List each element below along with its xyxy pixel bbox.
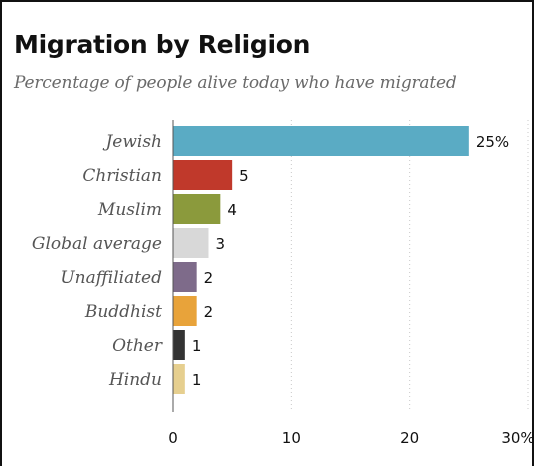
- x-tick-label: 20: [400, 429, 419, 447]
- category-label: Buddhist: [84, 302, 162, 322]
- category-label: Other: [112, 336, 163, 356]
- category-label: Jewish: [102, 132, 162, 152]
- category-label: Muslim: [97, 200, 162, 220]
- bar-jewish: [173, 126, 469, 156]
- category-label: Hindu: [108, 370, 162, 390]
- bar-unaffiliated: [173, 262, 197, 292]
- bar-global-average: [173, 228, 209, 258]
- value-label: 4: [227, 201, 237, 219]
- value-label: 2: [204, 303, 214, 321]
- bar-muslim: [173, 194, 221, 224]
- x-tick-label: 0: [168, 429, 178, 447]
- bar-christian: [173, 160, 233, 190]
- bar-other: [173, 330, 185, 360]
- value-label: 1: [192, 371, 202, 389]
- x-tick-label: 30%: [501, 429, 534, 447]
- chart-title: Migration by Religion: [14, 30, 311, 59]
- value-label: 1: [192, 337, 202, 355]
- bar-buddhist: [173, 296, 197, 326]
- value-label: 5: [239, 167, 249, 185]
- x-tick-label: 10: [282, 429, 301, 447]
- value-label: 25%: [476, 133, 509, 151]
- category-label: Christian: [82, 166, 162, 186]
- bar-hindu: [173, 364, 185, 394]
- category-label: Global average: [32, 234, 162, 254]
- value-label: 3: [216, 235, 226, 253]
- chart-subtitle: Percentage of people alive today who hav…: [14, 73, 457, 93]
- value-label: 2: [204, 269, 214, 287]
- category-label: Unaffiliated: [60, 268, 162, 288]
